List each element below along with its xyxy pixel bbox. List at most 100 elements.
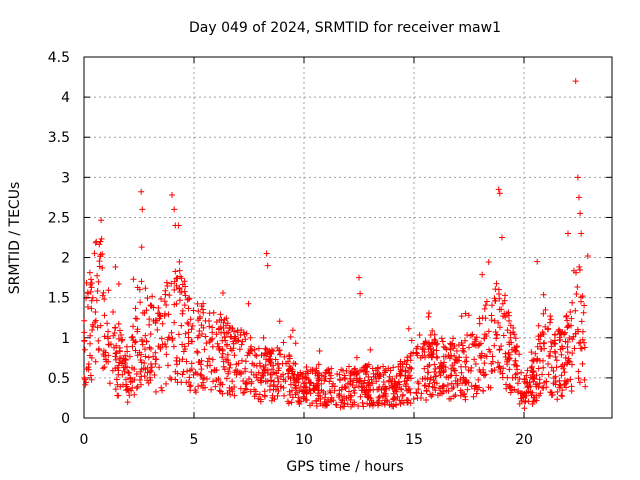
- data-point: [507, 322, 514, 329]
- data-point: [285, 358, 292, 365]
- data-point: [185, 334, 192, 341]
- data-point: [405, 325, 412, 332]
- data-point: [121, 360, 128, 367]
- data-point: [159, 320, 166, 327]
- data-point: [393, 384, 400, 391]
- data-point: [132, 347, 139, 354]
- data-point: [576, 379, 583, 386]
- data-point: [358, 387, 365, 394]
- data-point: [548, 389, 555, 396]
- data-point: [232, 335, 239, 342]
- y-tick-label: 0.5: [48, 371, 70, 387]
- data-point: [351, 401, 358, 408]
- y-tick-label: 2.5: [48, 210, 70, 226]
- data-point: [104, 333, 111, 340]
- data-point: [198, 330, 205, 337]
- data-point: [99, 251, 106, 258]
- data-point: [500, 332, 507, 339]
- data-point: [556, 334, 563, 341]
- data-point: [431, 379, 438, 386]
- data-point: [578, 318, 585, 325]
- data-point: [86, 269, 93, 276]
- data-point: [528, 349, 535, 356]
- data-point: [95, 278, 102, 285]
- data-point: [189, 322, 196, 329]
- data-point: [446, 355, 453, 362]
- data-point: [152, 388, 159, 395]
- data-point: [257, 398, 264, 405]
- data-point: [512, 357, 519, 364]
- grid-lines: [84, 57, 612, 418]
- data-point: [137, 299, 144, 306]
- data-point: [480, 387, 487, 394]
- data-point: [450, 335, 457, 342]
- data-point: [158, 384, 165, 391]
- data-point: [100, 365, 107, 372]
- data-point: [503, 381, 510, 388]
- data-point: [193, 348, 200, 355]
- data-point: [558, 331, 565, 338]
- data-point: [178, 322, 185, 329]
- data-point: [511, 361, 518, 368]
- data-point: [404, 354, 411, 361]
- data-point: [269, 392, 276, 399]
- data-point: [247, 334, 254, 341]
- data-point: [429, 327, 436, 334]
- data-point: [121, 368, 128, 375]
- data-point: [277, 383, 284, 390]
- data-point: [214, 340, 221, 347]
- data-point: [374, 399, 381, 406]
- data-point: [343, 395, 350, 402]
- data-point: [407, 375, 414, 382]
- data-point: [433, 353, 440, 360]
- data-point: [535, 333, 542, 340]
- data-point: [398, 397, 405, 404]
- data-point: [131, 339, 138, 346]
- data-point: [88, 276, 95, 283]
- data-point: [143, 338, 150, 345]
- data-point: [217, 388, 224, 395]
- data-point: [429, 391, 436, 398]
- data-point: [365, 381, 372, 388]
- data-point: [126, 353, 133, 360]
- data-point: [314, 372, 321, 379]
- data-point: [328, 394, 335, 401]
- data-point: [115, 280, 122, 287]
- data-point: [401, 358, 408, 365]
- data-point: [334, 370, 341, 377]
- data-point: [416, 331, 423, 338]
- data-point: [366, 387, 373, 394]
- data-point: [165, 311, 172, 318]
- data-point: [562, 380, 569, 387]
- data-point: [197, 313, 204, 320]
- data-point: [185, 379, 192, 386]
- data-point: [99, 264, 106, 271]
- data-point: [260, 352, 267, 359]
- data-point: [431, 384, 438, 391]
- data-point: [274, 392, 281, 399]
- data-point: [118, 337, 125, 344]
- x-tick-label: 0: [80, 432, 89, 448]
- data-point: [83, 279, 90, 286]
- data-point: [564, 349, 571, 356]
- data-point: [423, 387, 430, 394]
- data-point: [166, 292, 173, 299]
- data-point: [162, 291, 169, 298]
- data-point: [448, 341, 455, 348]
- data-point: [351, 365, 358, 372]
- data-point: [209, 343, 216, 350]
- data-point: [164, 283, 171, 290]
- data-point: [511, 344, 518, 351]
- data-point: [471, 385, 478, 392]
- data-point: [401, 378, 408, 385]
- data-point: [267, 359, 274, 366]
- data-point: [229, 378, 236, 385]
- data-point: [361, 377, 368, 384]
- data-point: [216, 387, 223, 394]
- data-point: [348, 370, 355, 377]
- data-point: [262, 369, 269, 376]
- data-point: [534, 258, 541, 265]
- data-point: [248, 343, 255, 350]
- data-point: [168, 329, 175, 336]
- data-point: [113, 342, 120, 349]
